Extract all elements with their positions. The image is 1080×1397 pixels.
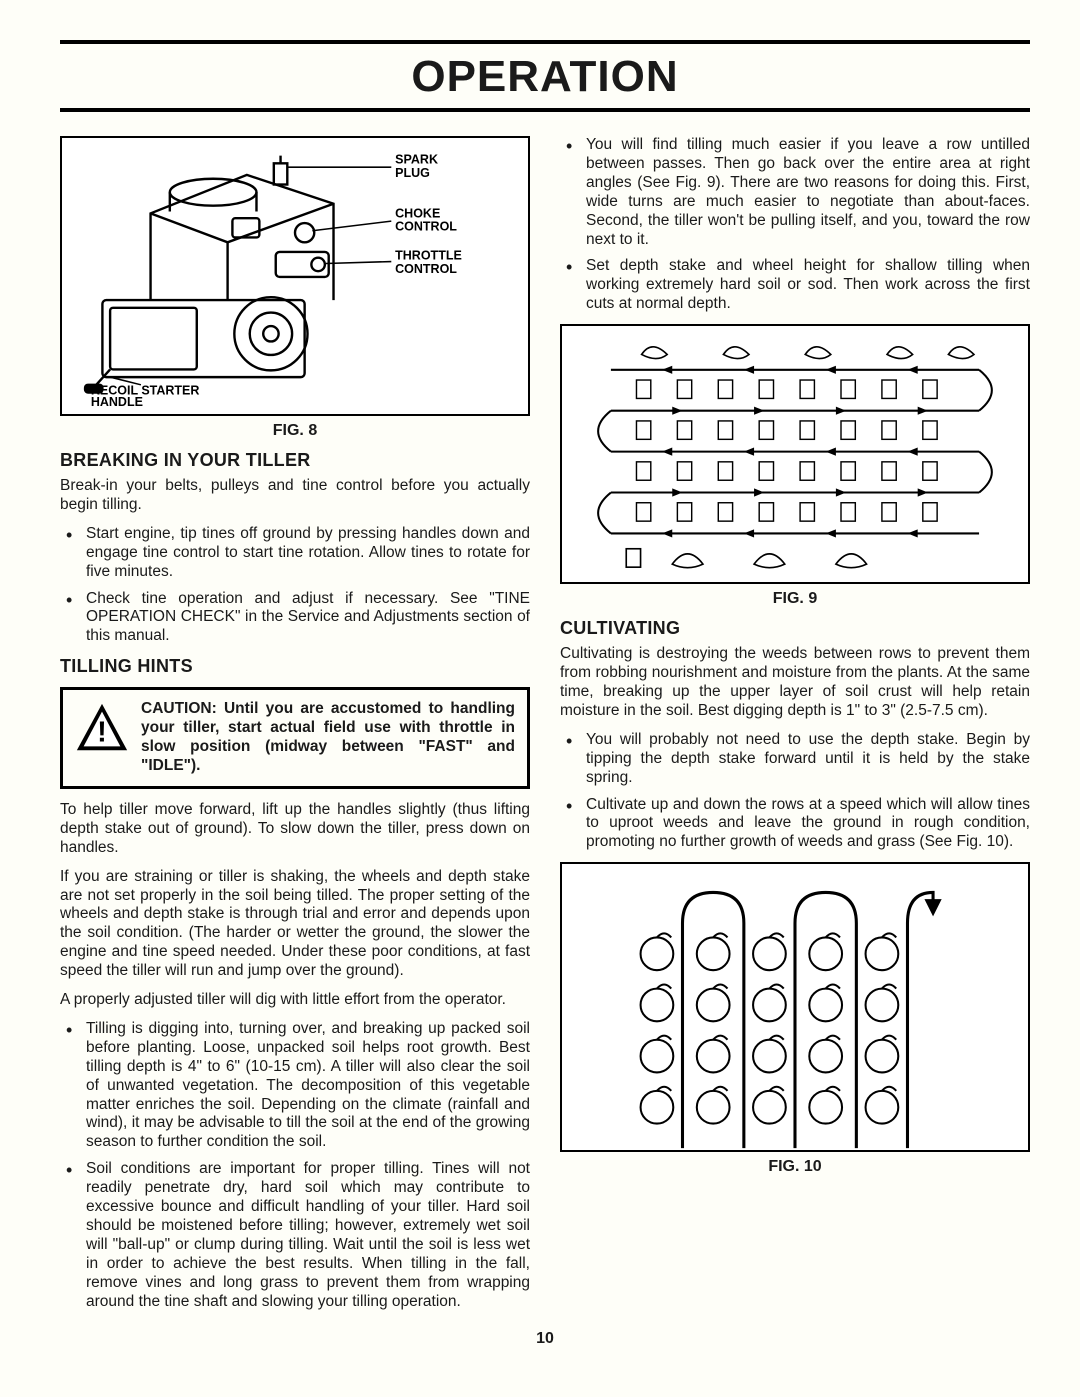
svg-text:!: ! bbox=[97, 717, 107, 749]
left-column: SPARK PLUG CHOKE CONTROL THROTTLE CONTRO… bbox=[60, 136, 530, 1322]
figure-10-cultivating-rows bbox=[560, 862, 1030, 1152]
cultivating-heading: CULTIVATING bbox=[560, 618, 1030, 639]
tilling-hints-list: Tilling is digging into, turning over, a… bbox=[60, 1020, 530, 1312]
list-item: You will probably not need to use the de… bbox=[560, 731, 1030, 788]
right-top-list: You will find tilling much easier if you… bbox=[560, 136, 1030, 314]
caution-box: ! CAUTION: Until you are accustomed to h… bbox=[60, 687, 530, 789]
label-spark-plug: SPARK bbox=[395, 152, 438, 166]
page-title-banner: OPERATION bbox=[60, 40, 1030, 112]
list-item: Start engine, tip tines off ground by pr… bbox=[60, 525, 530, 582]
tilling-para: A properly adjusted tiller will dig with… bbox=[60, 991, 530, 1010]
breaking-in-intro: Break-in your belts, pulleys and tine co… bbox=[60, 477, 530, 515]
cultivating-list: You will probably not need to use the de… bbox=[560, 731, 1030, 852]
figure-9-tilling-pattern bbox=[560, 324, 1030, 584]
fig8-caption: FIG. 8 bbox=[60, 422, 530, 440]
list-item: Set depth stake and wheel height for sha… bbox=[560, 257, 1030, 314]
warning-triangle-icon: ! bbox=[73, 700, 131, 758]
page-title: OPERATION bbox=[60, 52, 1030, 102]
tilling-hints-heading: TILLING HINTS bbox=[60, 656, 530, 677]
cultivating-intro: Cultivating is destroying the weeds betw… bbox=[560, 645, 1030, 721]
list-item: Soil conditions are important for proper… bbox=[60, 1160, 530, 1311]
breaking-in-heading: BREAKING IN YOUR TILLER bbox=[60, 450, 530, 471]
caution-text: CAUTION: Until you are accustomed to han… bbox=[141, 700, 515, 776]
tilling-para: If you are straining or tiller is shakin… bbox=[60, 868, 530, 981]
list-item: Check tine operation and adjust if neces… bbox=[60, 590, 530, 647]
figure-8-engine-diagram: SPARK PLUG CHOKE CONTROL THROTTLE CONTRO… bbox=[60, 136, 530, 416]
two-column-layout: SPARK PLUG CHOKE CONTROL THROTTLE CONTRO… bbox=[60, 136, 1030, 1322]
breaking-in-list: Start engine, tip tines off ground by pr… bbox=[60, 525, 530, 646]
list-item: You will find tilling much easier if you… bbox=[560, 136, 1030, 249]
svg-text:CONTROL: CONTROL bbox=[395, 262, 457, 276]
svg-text:CONTROL: CONTROL bbox=[395, 220, 457, 234]
tilling-para: To help tiller move forward, lift up the… bbox=[60, 801, 530, 858]
svg-text:PLUG: PLUG bbox=[395, 166, 430, 180]
page-number: 10 bbox=[60, 1330, 1030, 1348]
svg-text:HANDLE: HANDLE bbox=[91, 395, 143, 406]
label-throttle: THROTTLE bbox=[395, 249, 462, 263]
list-item: Cultivate up and down the rows at a spee… bbox=[560, 796, 1030, 853]
right-column: You will find tilling much easier if you… bbox=[560, 136, 1030, 1322]
label-choke: CHOKE bbox=[395, 206, 440, 220]
list-item: Tilling is digging into, turning over, a… bbox=[60, 1020, 530, 1152]
